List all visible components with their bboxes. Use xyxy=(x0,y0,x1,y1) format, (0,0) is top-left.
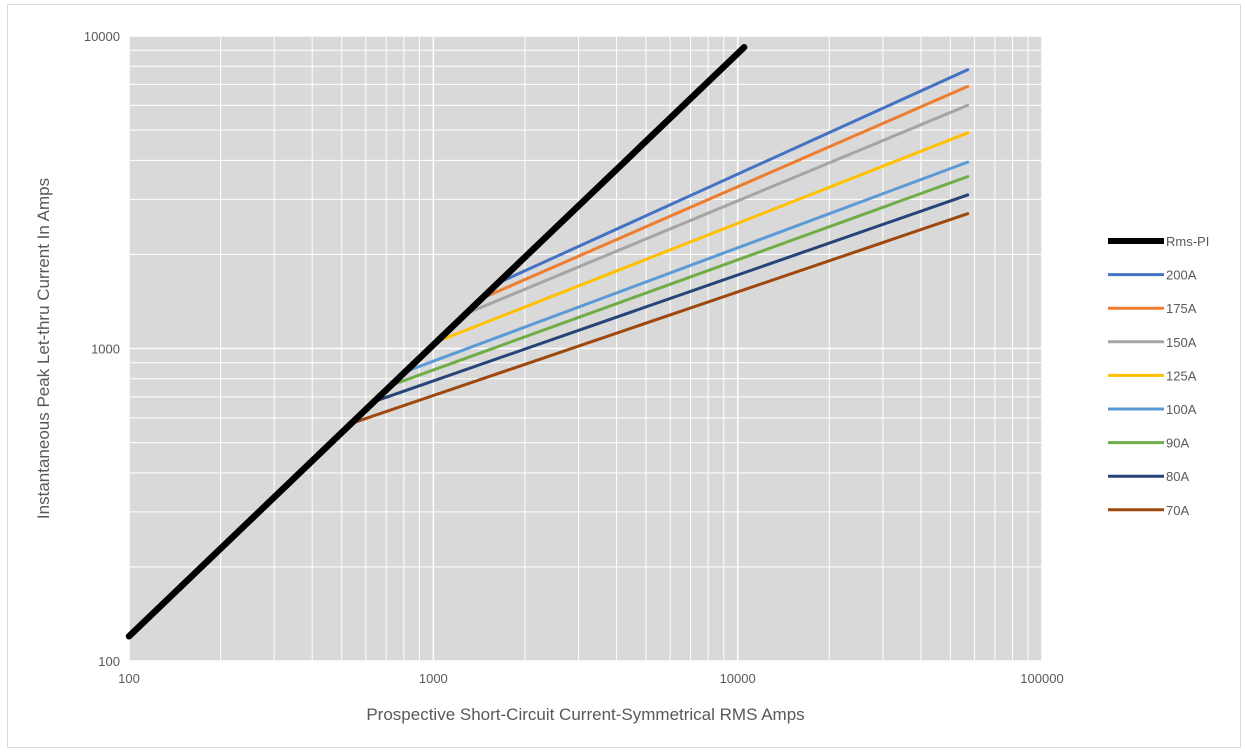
legend-label: 125A xyxy=(1166,368,1197,383)
series-line-90a xyxy=(388,175,970,388)
x-tick-label: 10000 xyxy=(720,671,756,686)
legend-label: 70A xyxy=(1166,503,1189,518)
legend-label: 100A xyxy=(1166,402,1197,417)
legend: Rms-PI 200A 175A 150A 125A 100A 90A 80A 70A xyxy=(1108,234,1209,518)
x-tick-label: 100000 xyxy=(1020,671,1063,686)
chart-svg: 100 1000 10000 100000 100 1000 10000 Prospecti… xyxy=(34,29,1209,724)
x-axis-title: Prospective Short-Circuit Current-Symmet… xyxy=(366,705,804,724)
legend-label: 175A xyxy=(1166,301,1197,316)
series-line-70a xyxy=(352,212,970,424)
series-line-150a xyxy=(461,103,970,317)
y-tick-label: 1000 xyxy=(91,342,120,357)
series-line-80a xyxy=(368,193,970,405)
y-axis-title: Instantaneous Peak Let-thru Current In A… xyxy=(34,178,53,519)
series-line-125a xyxy=(434,131,970,344)
x-tick-label: 100 xyxy=(118,671,140,686)
series-line-200a xyxy=(502,68,970,282)
y-tick-label: 100 xyxy=(98,654,120,669)
series-layer xyxy=(125,44,970,640)
legend-label: 90A xyxy=(1166,436,1189,451)
legend-label: 200A xyxy=(1166,268,1197,283)
series-line-175a xyxy=(480,84,970,300)
series-line-100a xyxy=(402,160,970,374)
legend-label: 150A xyxy=(1166,335,1197,350)
legend-label: Rms-PI xyxy=(1166,234,1209,249)
x-tick-label: 1000 xyxy=(419,671,448,686)
y-tick-label: 10000 xyxy=(84,29,120,44)
legend-label: 80A xyxy=(1166,469,1189,484)
chart-frame: 100 1000 10000 100000 100 1000 10000 Prospecti… xyxy=(7,4,1241,748)
series-line-rms-pi xyxy=(125,44,748,640)
tick-labels: 100 1000 10000 100000 100 1000 10000 xyxy=(84,29,1064,686)
